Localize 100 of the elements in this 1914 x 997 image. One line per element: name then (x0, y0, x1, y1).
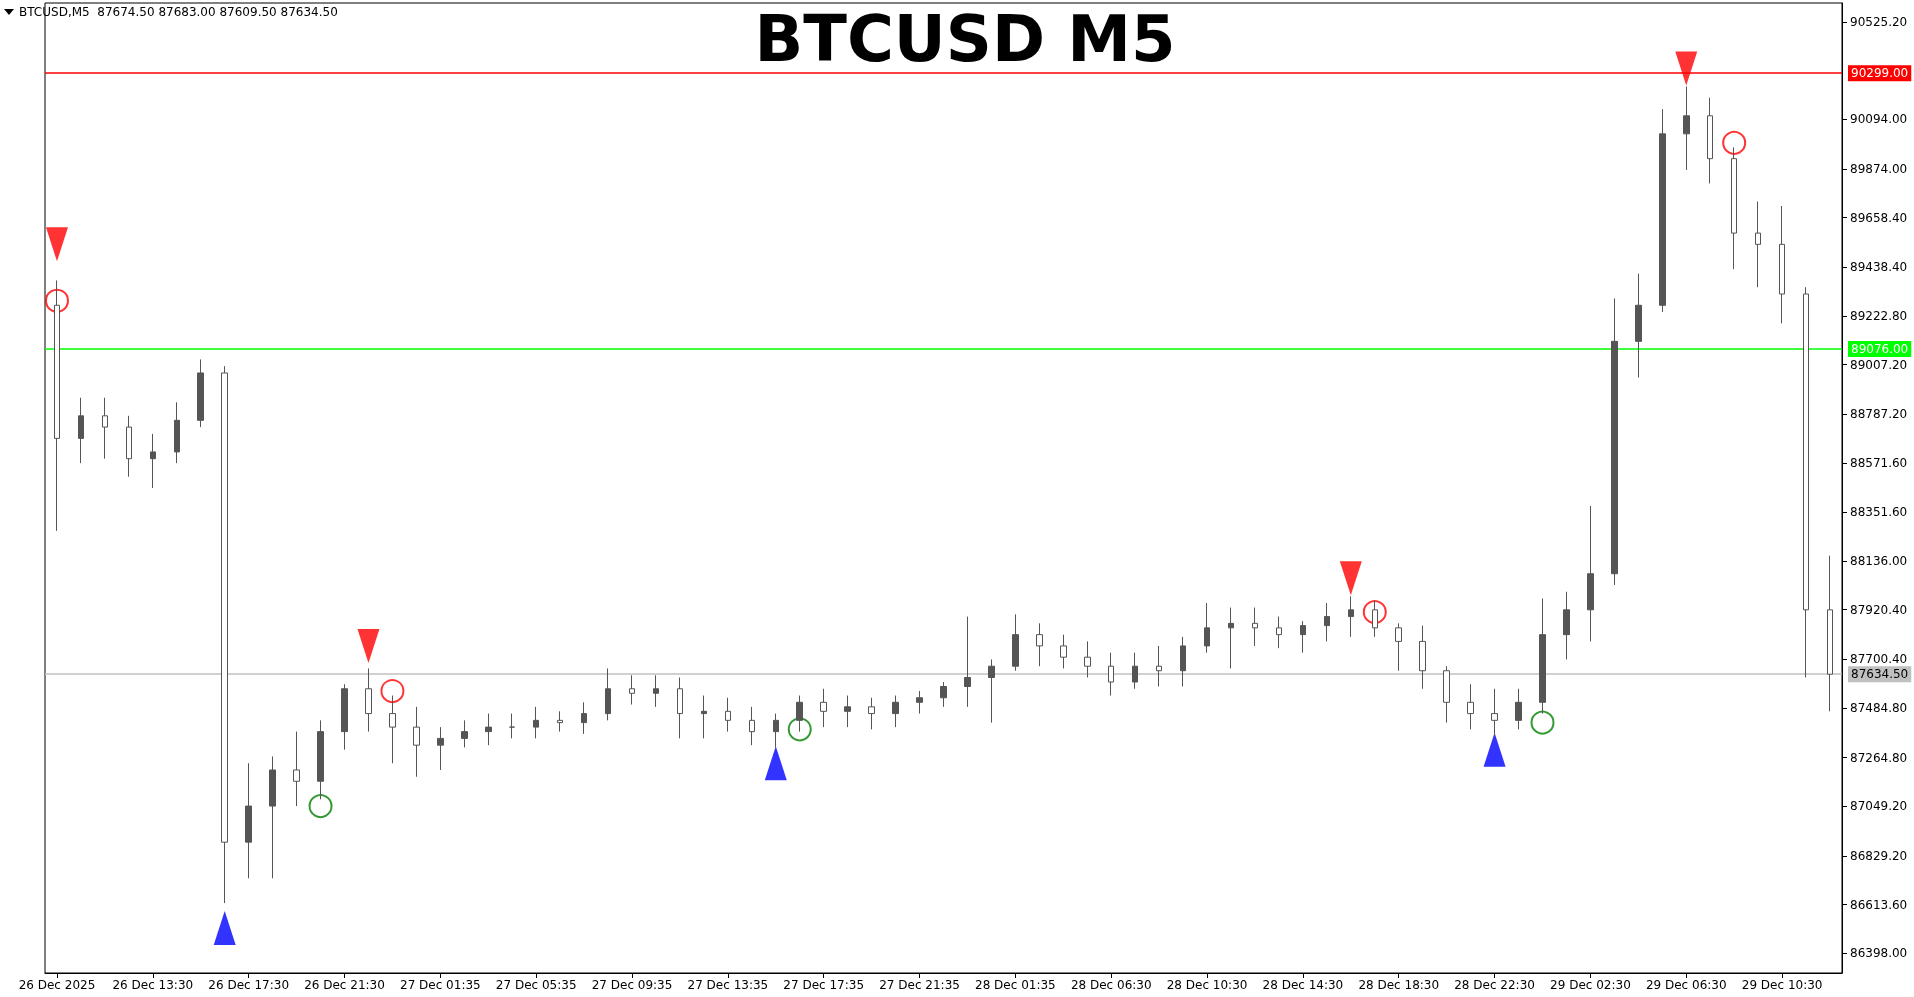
y-tick-label: 88351.60 (1850, 505, 1908, 520)
candlestick (1539, 598, 1546, 715)
y-tick-label: 86829.20 (1850, 848, 1908, 863)
point (1530, 710, 1555, 735)
candlestick (964, 616, 971, 708)
candlestick (820, 688, 827, 728)
candlestick (701, 695, 707, 739)
x-tick-label: 28 Dec 06:30 (1070, 978, 1152, 992)
y-tick-label: 90525.20 (1850, 15, 1908, 30)
candlestick (1779, 205, 1785, 324)
candlestick (1827, 555, 1833, 712)
candlestick (78, 397, 84, 464)
candlestick (485, 713, 492, 746)
y-tick-label: 86398.00 (1850, 946, 1908, 961)
ref-line-label: 89076.00 (1851, 342, 1909, 357)
ref-line-label: 90299.00 (1851, 66, 1909, 81)
candlestick (629, 674, 635, 706)
y-tick-label: 87049.20 (1850, 799, 1908, 814)
x-tick-label: 28 Dec 01:35 (975, 978, 1056, 992)
y-tick-label: 89222.80 (1850, 308, 1908, 323)
candlestick (1012, 613, 1019, 672)
candlestick (1611, 298, 1618, 586)
candlestick (749, 706, 755, 746)
x-tick-label: 29 Dec 06:30 (1645, 978, 1727, 992)
candlestick (677, 676, 683, 739)
chart-title: BTCUSD M5 (754, 2, 1176, 76)
y-tick-label: 87264.80 (1850, 750, 1908, 765)
x-tick-label: 29 Dec 10:30 (1741, 978, 1823, 992)
y-tick-label: 88136.00 (1850, 554, 1908, 569)
candlestick (293, 731, 300, 807)
y-tick-label: 90094.00 (1850, 112, 1908, 127)
candlestick (844, 695, 851, 728)
candlestick (150, 433, 156, 489)
candlestick (605, 667, 611, 721)
candlestick (1108, 652, 1114, 697)
candlestick (581, 701, 587, 735)
candlestick (1084, 640, 1091, 678)
candlestick (102, 397, 108, 460)
candlestick (1419, 625, 1426, 690)
y-tick-label: 88571.60 (1850, 455, 1908, 470)
x-tick-label: 26 Dec 2025 (18, 978, 96, 992)
candlestick (1635, 273, 1642, 378)
candlestick (509, 713, 515, 739)
candlestick (1395, 622, 1402, 672)
annotation: BTCUSD,M5 87674.50 87683.00 87609.50 87634.50 (19, 5, 338, 19)
candlestick (413, 706, 420, 778)
y-tick-label: 89658.40 (1850, 210, 1908, 225)
candlestick (533, 706, 539, 739)
candlestick (1563, 591, 1570, 660)
candlestick (126, 415, 132, 478)
candlestick (461, 719, 468, 748)
x-tick-label: 27 Dec 21:35 (879, 978, 960, 992)
candlestick (1683, 85, 1690, 171)
candlestick (725, 697, 731, 733)
candlestick (437, 726, 444, 771)
x-tick-label: 27 Dec 09:35 (591, 978, 673, 992)
candlestick (796, 695, 803, 733)
candlestick (653, 674, 659, 708)
x-tick-label: 26 Dec 13:30 (112, 978, 194, 992)
candlestick (1204, 602, 1210, 654)
x-tick-label: 27 Dec 01:35 (399, 978, 481, 992)
candlestick (1276, 616, 1282, 649)
y-tick-label: 89007.20 (1850, 357, 1908, 372)
candlestick (1300, 620, 1306, 654)
candlestick (1132, 652, 1138, 690)
candlestick (916, 690, 923, 715)
candlestick (221, 365, 228, 904)
candlestick (1755, 201, 1761, 288)
candlestick (341, 683, 348, 751)
candlestick (1467, 683, 1474, 730)
candlestick (557, 710, 563, 733)
y-tick-label: 87700.40 (1850, 652, 1908, 667)
y-tick-label: 87920.40 (1850, 602, 1908, 617)
x-tick-label: 28 Dec 18:30 (1358, 978, 1440, 992)
point (380, 679, 405, 704)
candlestick (1515, 688, 1522, 730)
candlestick (1491, 688, 1498, 737)
point (308, 794, 333, 819)
x-tick-label: 28 Dec 10:30 (1166, 978, 1248, 992)
ref-line-label: 87634.50 (1851, 667, 1909, 682)
candlestick (988, 658, 995, 724)
candlestick (1324, 602, 1330, 642)
candlestick (365, 667, 372, 733)
point (1722, 130, 1747, 155)
candlestick (1348, 595, 1354, 638)
x-tick-label: 27 Dec 17:35 (783, 978, 865, 992)
candlestick (868, 697, 875, 730)
candlestick (1443, 665, 1450, 724)
candlestick (1587, 505, 1594, 642)
y-tick-label: 88787.20 (1850, 407, 1908, 422)
y-tick-label: 89874.00 (1850, 162, 1908, 177)
x-tick-label: 26 Dec 21:30 (304, 978, 385, 992)
x-tick-label: 29 Dec 02:30 (1550, 978, 1631, 992)
y-tick-label: 87484.80 (1850, 700, 1908, 715)
candlestick (174, 401, 180, 464)
x-tick-label: 26 Dec 17:30 (208, 978, 290, 992)
x-tick-label: 28 Dec 14:30 (1262, 978, 1344, 992)
point (787, 717, 812, 742)
x-tick-label: 27 Dec 13:35 (687, 978, 769, 992)
candlestick (940, 681, 947, 708)
